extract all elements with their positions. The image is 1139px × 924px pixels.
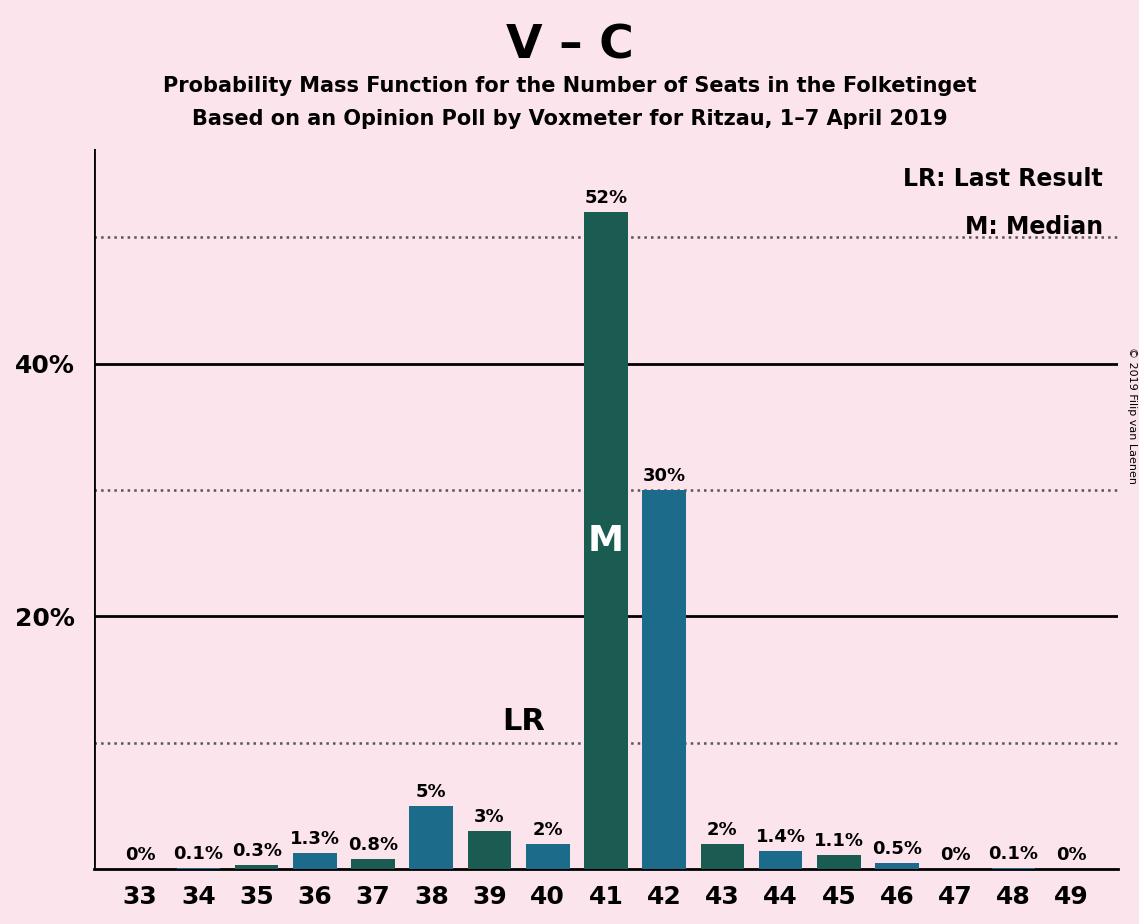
Text: 5%: 5% (416, 783, 446, 801)
Text: 52%: 52% (584, 189, 628, 207)
Text: 0%: 0% (1056, 846, 1087, 864)
Text: 1.3%: 1.3% (289, 830, 339, 847)
Text: 0.3%: 0.3% (231, 842, 281, 860)
Text: V – C: V – C (506, 23, 633, 68)
Bar (177, 868, 220, 869)
Text: 3%: 3% (474, 808, 505, 826)
Text: LR: LR (502, 708, 544, 736)
Text: Based on an Opinion Poll by Voxmeter for Ritzau, 1–7 April 2019: Based on an Opinion Poll by Voxmeter for… (191, 109, 948, 129)
Text: 0.1%: 0.1% (989, 845, 1039, 863)
Text: M: M (588, 524, 624, 557)
Text: M: Median: M: Median (965, 215, 1103, 239)
Text: 30%: 30% (642, 467, 686, 485)
Text: 0.5%: 0.5% (872, 840, 923, 857)
Bar (468, 831, 511, 869)
Text: LR: Last Result: LR: Last Result (903, 167, 1103, 191)
Text: 2%: 2% (707, 821, 738, 839)
Text: 0.8%: 0.8% (349, 836, 399, 854)
Text: Probability Mass Function for the Number of Seats in the Folketinget: Probability Mass Function for the Number… (163, 76, 976, 96)
Text: 1.4%: 1.4% (755, 828, 805, 846)
Text: © 2019 Filip van Laenen: © 2019 Filip van Laenen (1126, 347, 1137, 484)
Text: 0%: 0% (125, 846, 156, 864)
Bar (235, 865, 278, 869)
Bar (700, 844, 744, 869)
Bar (759, 851, 803, 869)
Text: 2%: 2% (532, 821, 563, 839)
Bar (293, 853, 337, 869)
Text: 0.1%: 0.1% (173, 845, 223, 863)
Text: 1.1%: 1.1% (814, 833, 863, 850)
Bar (875, 863, 919, 869)
Bar (410, 806, 453, 869)
Text: 0%: 0% (940, 846, 970, 864)
Bar (351, 859, 395, 869)
Bar (584, 213, 628, 869)
Bar (992, 868, 1035, 869)
Bar (642, 490, 686, 869)
Bar (526, 844, 570, 869)
Bar (817, 855, 861, 869)
